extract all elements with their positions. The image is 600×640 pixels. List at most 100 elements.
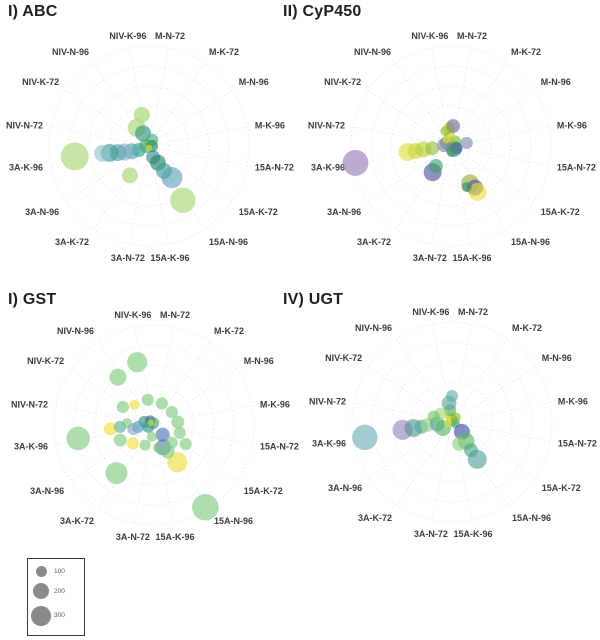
grid-ring — [53, 324, 255, 526]
grid-ring — [391, 361, 513, 483]
bubble — [146, 431, 157, 442]
axis-label: 3A-N-96 — [25, 207, 59, 217]
legend-row: 100 — [28, 566, 84, 578]
bubble — [352, 424, 378, 451]
bubble — [445, 389, 459, 403]
bubble — [467, 449, 487, 469]
axis-label: M-K-72 — [214, 326, 244, 336]
axis-label: M-K-96 — [260, 399, 290, 409]
axis-label: M-N-72 — [458, 307, 488, 317]
axis-label: 15A-K-96 — [453, 253, 492, 263]
axis-label: 3A-K-96 — [312, 439, 346, 449]
axis-label: M-N-96 — [239, 77, 269, 87]
bubble — [155, 427, 170, 442]
grid-spoke — [456, 366, 536, 420]
bubble-size-legend: 100 200 300 — [27, 558, 85, 636]
axis-label: 3A-N-72 — [413, 253, 447, 263]
axis-label: M-K-72 — [511, 47, 541, 57]
axis-label: 15A-K-96 — [156, 532, 195, 542]
bubble — [121, 167, 138, 184]
axis-label: 3A-K-72 — [358, 513, 392, 523]
grid-ring — [371, 341, 533, 503]
axis-label: NIV-N-72 — [11, 399, 48, 409]
bubble — [440, 125, 451, 136]
legend-size-label: 300 — [54, 612, 65, 620]
grid-ring — [108, 105, 190, 187]
axis-label: NIV-K-96 — [109, 31, 146, 41]
grid-ring — [370, 65, 532, 227]
grid-spoke — [395, 62, 449, 142]
axis-label: 3A-N-96 — [30, 486, 64, 496]
bubble — [129, 399, 140, 410]
grid-spoke — [396, 338, 450, 418]
grid-ring — [410, 105, 492, 187]
grid-ring — [411, 381, 493, 463]
bubble — [94, 144, 112, 162]
grid-spoke — [153, 90, 233, 144]
bubble — [446, 146, 457, 158]
bubble — [442, 135, 451, 144]
axis-label: 3A-K-96 — [9, 163, 43, 173]
bubble — [468, 182, 487, 201]
axis-label: 3A-K-96 — [14, 442, 48, 452]
bubble — [461, 182, 472, 193]
axis-label: M-K-72 — [209, 47, 239, 57]
bubble — [161, 167, 183, 189]
axis-label: 15A-K-72 — [244, 486, 283, 496]
axis-label: 15A-K-72 — [541, 207, 580, 217]
axis-label: NIV-N-96 — [354, 47, 391, 57]
bubble — [141, 393, 154, 406]
axis-label: M-N-96 — [244, 356, 274, 366]
axis-label: 15A-N-72 — [260, 442, 299, 452]
axis-label: 15A-N-96 — [209, 237, 248, 247]
axis-label: NIV-K-72 — [27, 356, 64, 366]
grid-ring — [48, 45, 250, 247]
legend-bubble-medium-icon — [33, 583, 49, 600]
axis-label: NIV-K-72 — [325, 353, 362, 363]
axis-label: M-K-72 — [512, 323, 542, 333]
grid-ring — [88, 85, 210, 207]
axis-label: NIV-K-96 — [411, 31, 448, 41]
axis-label: 3A-N-96 — [328, 483, 362, 493]
legend-row: 200 — [28, 583, 84, 600]
axis-label: 15A-N-72 — [255, 163, 294, 173]
bubble — [192, 493, 219, 521]
chart-gst: M-N-72 M-K-72 M-N-96 M-K-96 15A-N-72 15A-K-72… — [11, 310, 299, 542]
bubble — [126, 437, 139, 450]
axis-label: 3A-N-96 — [327, 207, 361, 217]
grid-spoke — [367, 90, 447, 144]
chart-cyp450-title: II) CyP450 — [283, 3, 362, 20]
legend-bubble-large-icon — [31, 605, 51, 626]
axis-label: 3A-N-72 — [116, 532, 150, 542]
axis-label: M-N-96 — [542, 353, 572, 363]
bubble — [133, 106, 150, 123]
bubble — [167, 452, 188, 473]
axis-label: 15A-N-96 — [214, 516, 253, 526]
axis-label: M-K-96 — [557, 120, 587, 130]
bubble — [145, 144, 153, 152]
bubble — [427, 410, 440, 423]
grid-ring — [390, 85, 512, 207]
axis-label: M-N-72 — [160, 310, 190, 320]
chart-cyp450: M-N-72 M-K-72 M-N-96 M-K-96 15A-N-72 15A-K-72… — [308, 31, 596, 263]
bubble — [428, 158, 443, 173]
grid-spoke — [455, 90, 535, 144]
axis-label: NIV-K-72 — [324, 77, 361, 87]
bubble — [460, 136, 473, 150]
grid-spoke — [453, 62, 507, 142]
axis-label: 15A-K-72 — [542, 483, 581, 493]
axis-label: 15A-K-96 — [151, 253, 190, 263]
axis-label: 3A-K-96 — [311, 163, 345, 173]
bubble — [103, 422, 117, 436]
axis-label: 15A-K-72 — [239, 207, 278, 217]
legend-size-label: 100 — [54, 568, 65, 576]
axis-label: 3A-K-72 — [357, 237, 391, 247]
bubble — [127, 352, 148, 373]
chart-ugt: M-N-72 M-K-72 M-N-96 M-K-96 15A-N-72 15A-K-72… — [309, 307, 597, 539]
bubble — [109, 368, 127, 386]
grid-spoke — [129, 151, 149, 245]
axis-label: 15A-K-96 — [454, 529, 493, 539]
bubble — [444, 418, 453, 428]
